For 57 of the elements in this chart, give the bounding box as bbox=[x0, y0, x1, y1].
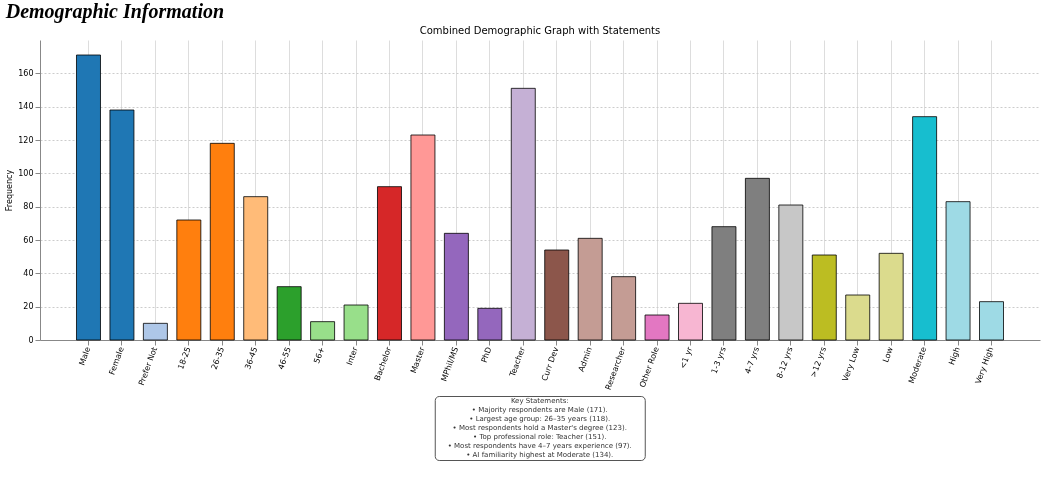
x-tick-label: PhD bbox=[479, 345, 494, 364]
bar bbox=[109, 109, 135, 341]
y-tick-label: 40 bbox=[23, 268, 34, 278]
bar bbox=[945, 201, 971, 341]
x-tick-label: Male bbox=[77, 345, 93, 367]
x-tick-label: 36-45 bbox=[243, 345, 260, 371]
y-tick-label: 80 bbox=[23, 202, 34, 212]
bar bbox=[176, 219, 202, 341]
bar bbox=[310, 321, 336, 341]
x-tick-label: 1-3 yrs bbox=[709, 345, 728, 375]
bar bbox=[979, 301, 1004, 341]
chart-subtitle: Combined Demographic Graph with Statements bbox=[419, 25, 661, 36]
bar bbox=[410, 134, 436, 341]
bar bbox=[811, 254, 837, 341]
bar bbox=[845, 294, 871, 341]
x-tick-label: 4-7 yrs bbox=[743, 345, 762, 375]
y-tick-label: 100 bbox=[18, 168, 34, 178]
bar bbox=[343, 304, 369, 341]
x-tick-label: High bbox=[947, 345, 962, 367]
bar bbox=[76, 54, 101, 341]
y-tick-label: 0 bbox=[28, 335, 34, 345]
y-tick-label: 60 bbox=[23, 235, 34, 245]
bar bbox=[443, 232, 469, 341]
y-tick-label: 20 bbox=[23, 302, 34, 312]
x-tick-label: Inter bbox=[344, 345, 361, 367]
bar bbox=[510, 87, 536, 341]
chart-title: Demographic Information bbox=[4, 0, 225, 23]
y-axis-title: Frequency bbox=[5, 169, 15, 212]
x-tick-label: 26-35 bbox=[209, 345, 227, 371]
bar bbox=[276, 286, 302, 341]
bar bbox=[644, 314, 670, 341]
x-tick-label: Very High bbox=[973, 345, 996, 386]
bar bbox=[577, 237, 603, 341]
y-tick-label: 140 bbox=[18, 102, 34, 112]
bar bbox=[544, 249, 570, 341]
x-tick-label: >12 yrs bbox=[808, 345, 829, 379]
x-tick-label: Other Role bbox=[637, 345, 661, 389]
y-tick-label: 120 bbox=[18, 135, 34, 145]
bar bbox=[377, 186, 402, 341]
x-tick-label: Prefer Not bbox=[136, 345, 160, 387]
x-tick-label: Low bbox=[881, 345, 896, 364]
bar bbox=[912, 116, 938, 341]
bar bbox=[209, 142, 235, 341]
bar bbox=[477, 307, 503, 341]
x-tick-label: 18-25 bbox=[176, 345, 193, 371]
x-tick-label: 46-55 bbox=[276, 345, 293, 371]
bar bbox=[142, 322, 168, 341]
y-tick-label: 160 bbox=[18, 68, 34, 78]
bar bbox=[611, 276, 637, 341]
x-tick-label: 8-12 yrs bbox=[774, 345, 795, 380]
x-tick-label: Very Low bbox=[840, 345, 862, 383]
bar bbox=[243, 196, 269, 341]
bar bbox=[878, 252, 904, 341]
x-tick-label: Curr Dev bbox=[539, 345, 561, 383]
x-tick-label: <1 yr bbox=[678, 345, 695, 370]
x-tick-label: 56+ bbox=[312, 345, 327, 365]
bar bbox=[678, 302, 703, 341]
